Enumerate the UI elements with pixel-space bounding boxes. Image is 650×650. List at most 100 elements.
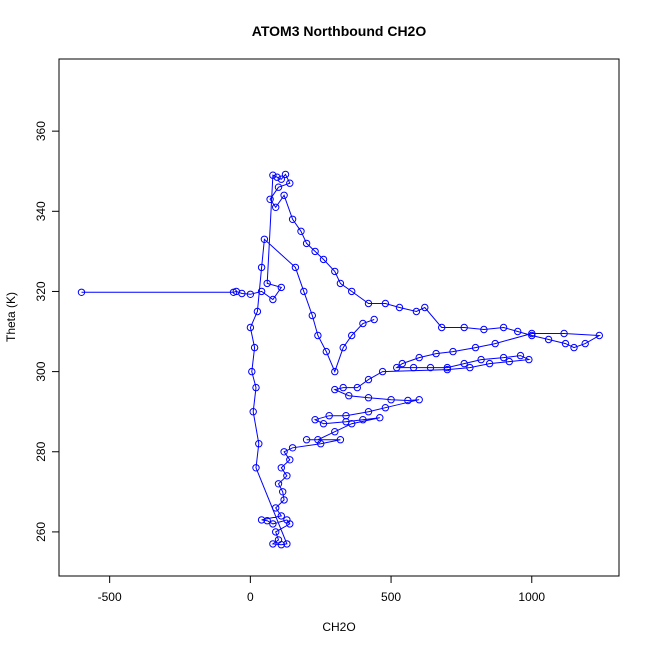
data-point [348, 420, 356, 428]
data-point [443, 365, 451, 374]
y-tick-label: 260 [34, 522, 48, 542]
data-point [560, 329, 568, 338]
data-point [280, 496, 288, 504]
data-point [331, 367, 339, 376]
data-point [339, 343, 347, 352]
data-point [269, 171, 277, 179]
y-axis-label: Theta (K) [4, 292, 18, 342]
x-tick-label: -500 [98, 590, 122, 604]
data-point [272, 528, 280, 536]
data-point [398, 359, 406, 368]
data-point [331, 267, 339, 276]
data-point [77, 288, 86, 296]
data-point [339, 383, 347, 392]
data-point [260, 235, 269, 244]
data-point [395, 303, 404, 312]
data-point [561, 339, 570, 348]
data-point [314, 331, 322, 340]
data-point [505, 357, 513, 366]
data-point [404, 396, 412, 405]
data-point [514, 327, 522, 336]
y-tick-label: 340 [34, 201, 48, 221]
data-series [77, 170, 603, 549]
data-point [317, 440, 325, 448]
data-point [415, 353, 423, 362]
data-point [460, 323, 468, 332]
data-point [311, 416, 319, 424]
data-point [331, 385, 339, 394]
data-point [238, 289, 246, 298]
data-point [269, 540, 277, 548]
data-point [297, 227, 305, 236]
data-point [269, 520, 277, 528]
x-tick-label: 500 [381, 590, 401, 604]
data-point [359, 416, 367, 424]
y-tick-label: 300 [34, 361, 48, 381]
data-point [319, 255, 328, 264]
data-point [263, 279, 271, 288]
data-point [252, 464, 260, 472]
data-point [286, 179, 294, 187]
data-point [370, 315, 378, 324]
data-point [443, 363, 451, 372]
data-point [570, 343, 578, 352]
data-point [485, 359, 494, 368]
x-axis-label: CH2O [322, 620, 355, 634]
data-point [308, 311, 316, 320]
data-point [336, 279, 345, 288]
data-point [378, 367, 387, 376]
data-point [302, 436, 311, 444]
data-point [272, 504, 280, 512]
data-point [581, 339, 589, 348]
data-point [288, 215, 297, 224]
y-axis: 260 280 300 320 340 360 [34, 121, 59, 542]
data-point [283, 472, 291, 480]
data-point [257, 263, 266, 272]
data-point [381, 404, 390, 412]
data-point [364, 394, 373, 402]
y-tick-label: 360 [34, 121, 48, 141]
data-point [257, 287, 266, 296]
data-point [525, 355, 533, 364]
data-point [528, 331, 536, 340]
data-point [336, 436, 345, 444]
data-point [331, 428, 339, 436]
data-point [460, 359, 468, 368]
data-point [302, 239, 311, 248]
data-point [471, 343, 480, 352]
data-point [412, 307, 421, 316]
data-point [266, 195, 274, 204]
data-point [393, 363, 401, 372]
series-line [81, 173, 602, 546]
data-point [345, 392, 353, 400]
data-point [426, 363, 435, 372]
data-point [277, 175, 285, 183]
data-point [273, 173, 281, 181]
data-point [274, 183, 283, 191]
data-point [246, 290, 255, 298]
data-point [415, 396, 423, 404]
data-point [319, 420, 328, 428]
data-point [499, 323, 508, 332]
data-point [286, 520, 294, 528]
data-point [279, 488, 287, 496]
data-point [438, 323, 446, 332]
data-point [348, 331, 356, 340]
data-point [255, 440, 263, 448]
data-point [449, 347, 457, 356]
data-point [286, 456, 294, 464]
data-point [409, 363, 418, 372]
data-point [248, 367, 256, 376]
data-point [277, 541, 285, 549]
data-point [277, 464, 285, 472]
data-point [595, 331, 603, 340]
data-point [381, 299, 390, 308]
data-point [269, 295, 277, 304]
data-point [364, 408, 373, 416]
data-point [277, 512, 285, 520]
data-point [364, 375, 373, 384]
data-point [499, 353, 508, 362]
data-point [421, 303, 429, 312]
data-point [300, 287, 308, 296]
